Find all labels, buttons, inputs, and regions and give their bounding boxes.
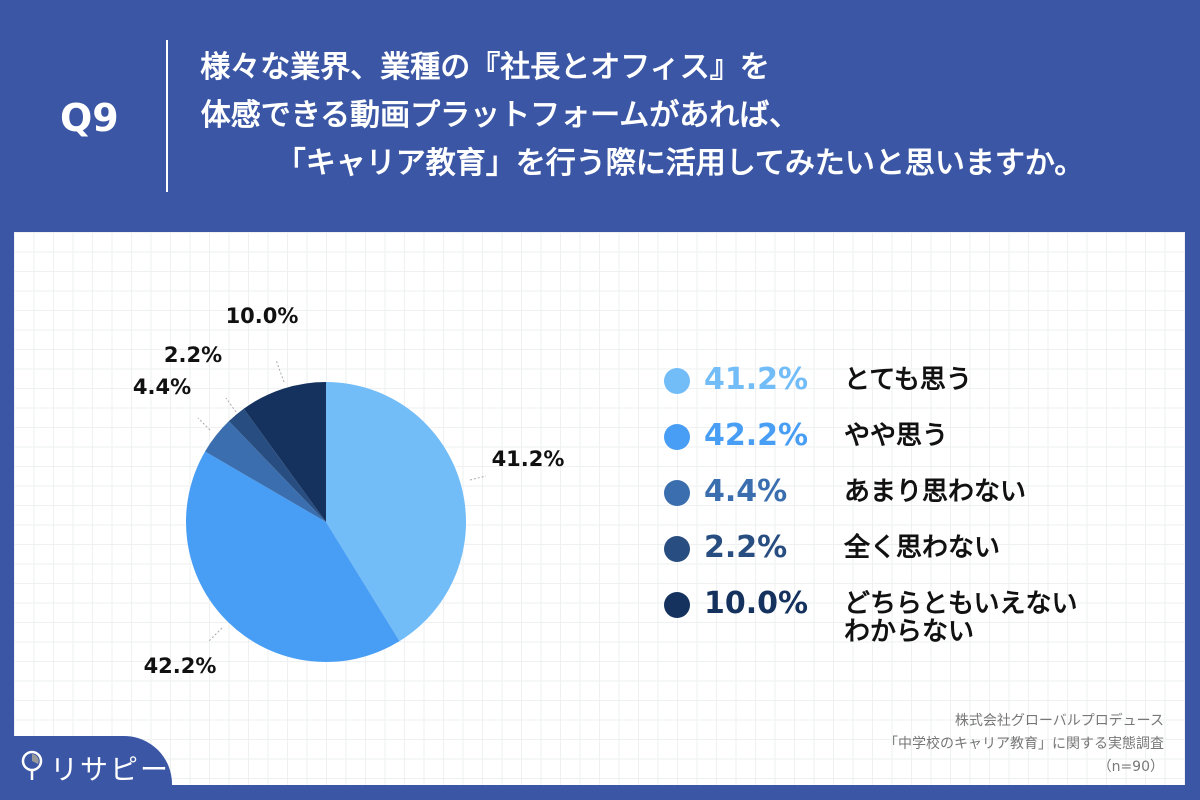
title-line: 「キャリア教育」を行う際に活用してみたいと思いますか。: [275, 146, 1085, 181]
legend-swatch: [664, 368, 690, 394]
data-label: 10.0%: [226, 304, 299, 328]
data-label: 4.4%: [133, 375, 191, 399]
logo-pin-icon: [21, 750, 43, 780]
legend-item: 41.2% とても思う: [664, 362, 1077, 418]
pie-slice: [185, 451, 400, 662]
legend-label: とても思う: [844, 365, 972, 395]
data-label: 42.2%: [144, 654, 217, 678]
pie-slice: [228, 408, 326, 522]
question-number: Q9: [60, 96, 119, 140]
divider: [166, 40, 168, 192]
pie-slice: [243, 382, 326, 522]
logo-text: リサピー: [50, 753, 171, 786]
legend-label: 全く思わない: [844, 533, 1001, 563]
legend-item: 10.0% どちらともいえない わからない: [664, 586, 1077, 646]
leader-line: [197, 417, 211, 431]
legend-item: 4.4% あまり思わない: [664, 474, 1077, 530]
legend-swatch: [664, 536, 690, 562]
source-note: 株式会社グローバルプロデュース 「中学校のキャリア教育」に関する実態調査 （n=…: [884, 710, 1164, 779]
legend-swatch: [664, 592, 690, 618]
legend-item: 42.2% やや思う: [664, 418, 1077, 474]
legend-percent: 2.2%: [704, 530, 788, 565]
pie-slice: [205, 421, 326, 522]
leader-line: [469, 475, 487, 481]
legend-percent: 41.2%: [704, 362, 809, 397]
legend: 41.2% とても思う 42.2% やや思う 4.4% あまり思わない 2.2% 全く思わない…: [664, 362, 1077, 646]
source-line: 「中学校のキャリア教育」に関する実態調査: [884, 736, 1164, 752]
legend-percent: 10.0%: [704, 586, 809, 621]
legend-swatch: [664, 480, 690, 506]
data-label: 41.2%: [492, 447, 565, 471]
legend-swatch: [664, 424, 690, 450]
leader-line: [225, 397, 237, 413]
data-label: 2.2%: [164, 343, 222, 367]
leader-line: [275, 359, 285, 383]
legend-item: 2.2% 全く思わない: [664, 530, 1077, 586]
question-title: 様々な業界、業種の『社長とオフィス』を 体感できる動画プラットフォームがあれば、…: [200, 44, 1160, 188]
legend-label: やや思う: [844, 421, 949, 451]
legend-percent: 4.4%: [704, 474, 788, 509]
logo: リサピー: [0, 736, 172, 800]
legend-label: あまり思わない: [844, 477, 1027, 507]
source-line: 株式会社グローバルプロデュース: [954, 713, 1164, 729]
source-line: （n=90）: [1097, 759, 1164, 775]
title-line: 体感できる動画プラットフォームがあれば、: [200, 98, 800, 133]
legend-percent: 42.2%: [704, 418, 809, 453]
leader-line: [207, 627, 223, 643]
legend-label: どちらともいえない わからない: [844, 589, 1078, 647]
pie-slice: [326, 382, 466, 642]
title-line: 様々な業界、業種の『社長とオフィス』を: [200, 50, 770, 85]
